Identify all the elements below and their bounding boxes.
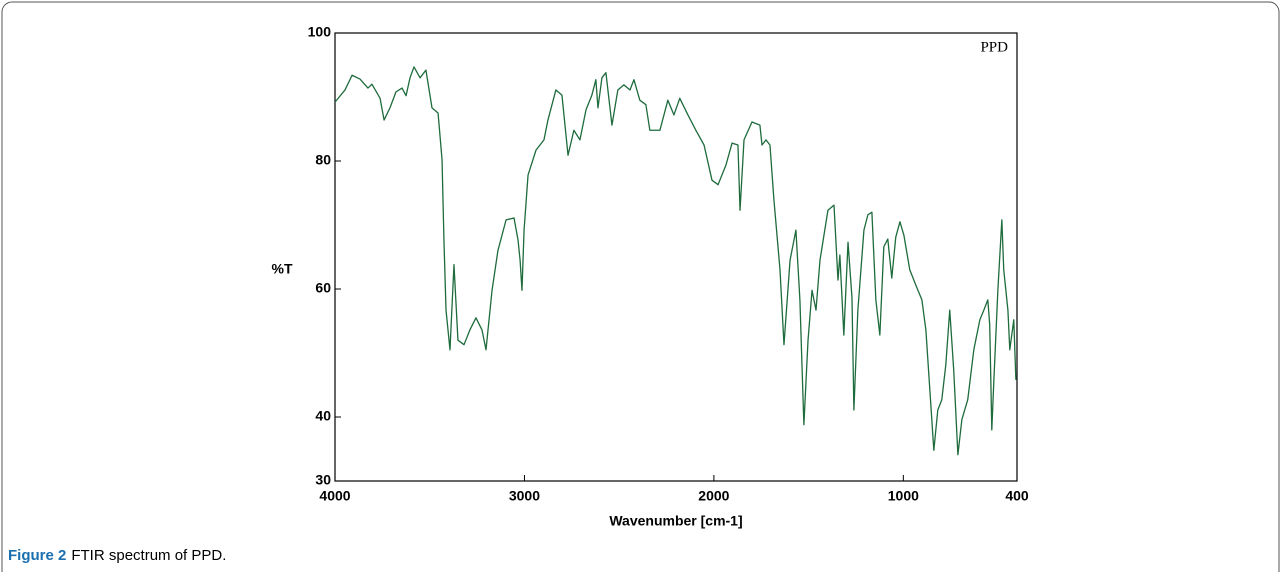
x-tick-label: 3000 [509,488,540,504]
x-tick-label: 4000 [319,488,350,504]
y-tick-label: 40 [315,408,331,424]
spectrum-line [334,66,1017,456]
x-tick-label: 400 [1005,488,1029,504]
annotation: PPD [980,39,1008,55]
y-tick-label: 100 [308,24,332,40]
x-axis-label: Wavenumber [cm-1] [609,513,742,529]
caption-label: Figure 2 [8,547,66,564]
x-tick-label: 1000 [888,488,919,504]
y-tick-label: 30 [315,472,331,488]
x-tick-label: 2000 [698,488,729,504]
caption: Figure 2 FTIR spectrum of PPD. [8,547,226,564]
y-tick-label: 60 [315,280,331,296]
caption-text: FTIR spectrum of PPD. [71,547,226,564]
plot: 30 40 60 80 100 4000 3000 2000 1000 400 [308,24,1029,504]
plot-frame [334,32,1018,482]
y-axis-label: %T [272,261,293,277]
y-tick-label: 80 [315,152,331,168]
